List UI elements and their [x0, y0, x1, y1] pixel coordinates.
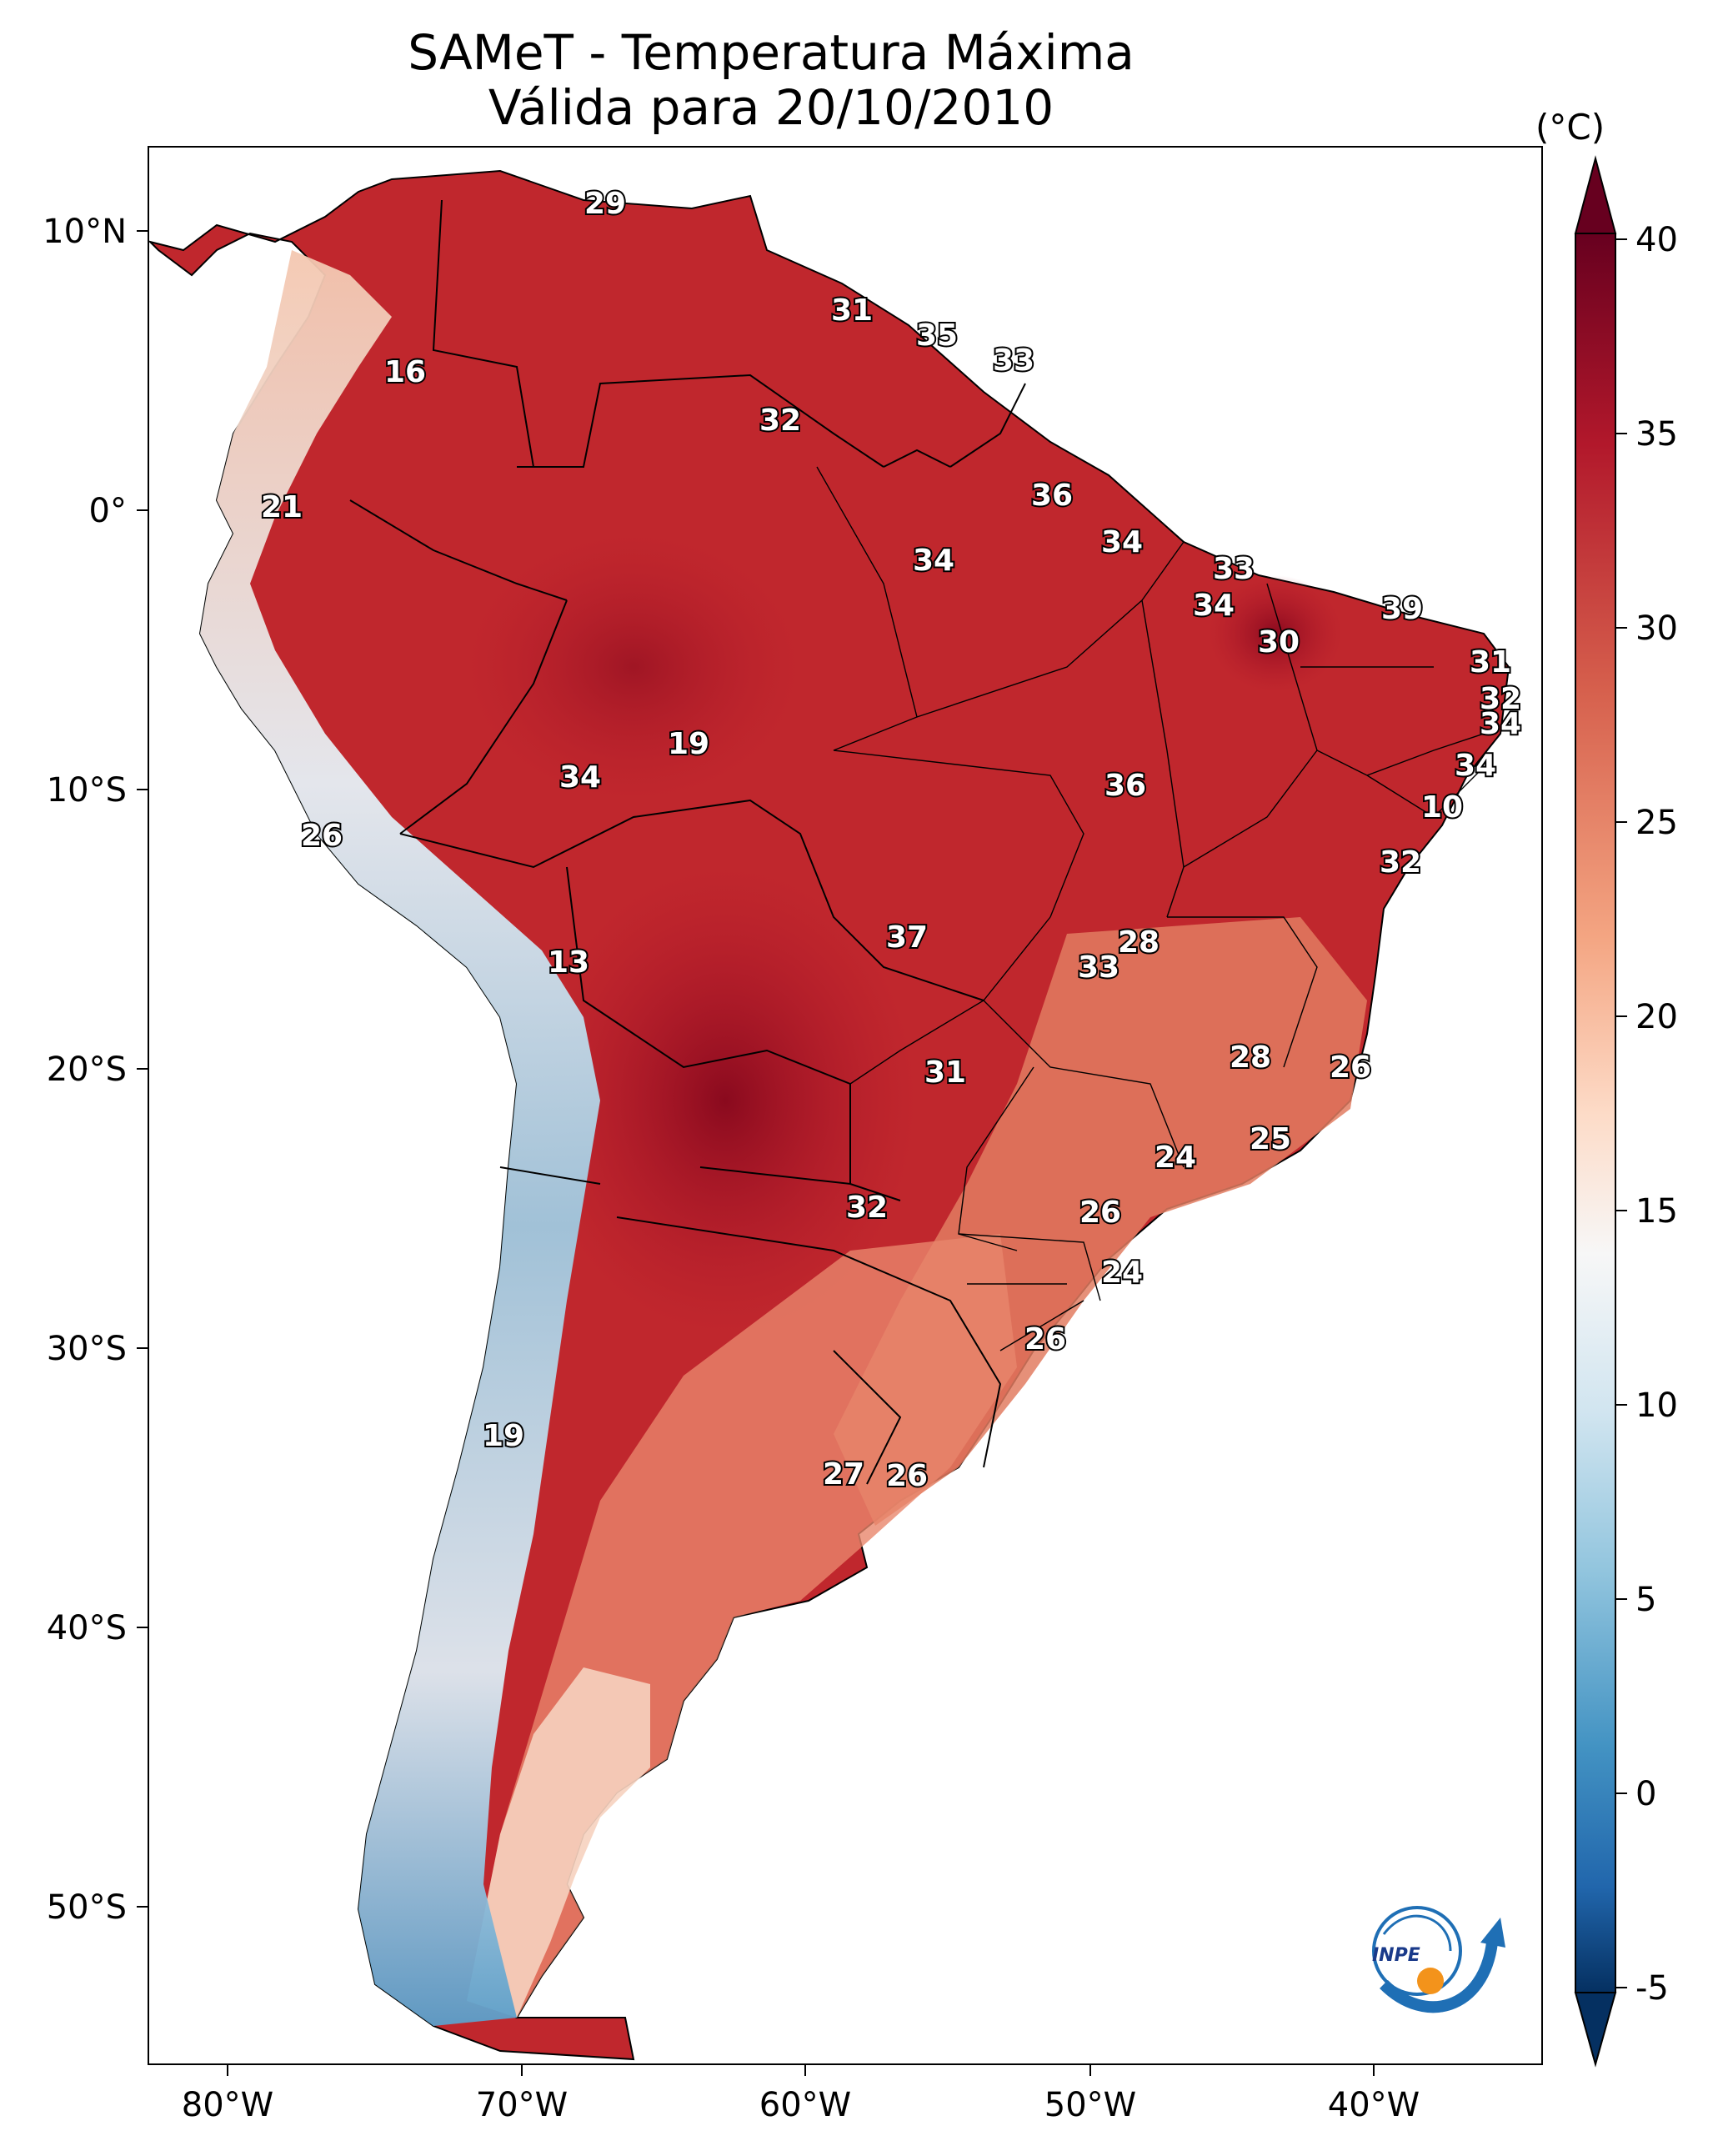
colorbar-tick-label: 30: [1635, 609, 1678, 648]
station-value-label: 26: [1024, 1322, 1066, 1356]
station-value-label: 34: [1455, 749, 1496, 783]
station-value-label: 36: [1104, 769, 1146, 803]
lon-tick-label: 50°W: [1044, 2086, 1136, 2124]
lat-tick-label: 20°S: [47, 1050, 127, 1089]
hot-region-amazon: [467, 534, 800, 800]
station-value-label: 31: [1470, 645, 1511, 679]
latitude-ticks: 10°N 0° 10°S 20°S 30°S 40°S 50°S: [43, 213, 148, 1927]
colorbar-tick-label: 5: [1635, 1581, 1656, 1619]
station-value-label: 39: [1381, 592, 1423, 626]
station-value-label: 34: [1101, 525, 1143, 559]
colorbar-tick-label: 25: [1635, 804, 1678, 842]
station-value-label: 24: [1155, 1141, 1196, 1175]
station-value-label: 26: [1079, 1196, 1121, 1230]
station-value-label: 34: [1193, 589, 1235, 623]
orbit-arc-icon: [1382, 1914, 1452, 1952]
station-value-label: 19: [483, 1419, 524, 1453]
station-value-label: 30: [1258, 625, 1300, 659]
station-value-label: 10: [1421, 790, 1463, 825]
map-title: SAMeT - Temperatura Máxima: [408, 24, 1134, 81]
station-value-label: 36: [1031, 479, 1073, 513]
colorbar-min-extend: [1574, 1992, 1617, 2068]
colorbar-tick-label: 0: [1635, 1775, 1656, 1813]
lon-tick-label: 80°W: [182, 2086, 273, 2124]
station-value-label: 33: [1213, 552, 1255, 586]
lat-tick-label: 10°S: [47, 771, 127, 810]
arrow-head-icon: [1480, 1918, 1505, 1948]
colorbar-tick-label: 35: [1635, 415, 1678, 454]
station-value-label: 33: [993, 343, 1034, 378]
inpe-logo-text: INPE: [1372, 1945, 1420, 1966]
longitude-ticks: 80°W 70°W 60°W 50°W 40°W: [182, 2064, 1420, 2124]
state-borders: [816, 466, 1485, 1351]
station-value-label: 29: [584, 187, 626, 221]
station-value-label: 35: [916, 318, 958, 353]
lat-tick-label: 40°S: [47, 1609, 127, 1647]
station-value-label: 34: [1480, 707, 1521, 741]
hot-region-chaco: [533, 867, 917, 1334]
station-value-label: 19: [668, 727, 709, 761]
station-value-label: 24: [1101, 1256, 1143, 1290]
colorbar-tick-label: 15: [1635, 1192, 1678, 1231]
lat-tick-label: 0°: [89, 492, 127, 530]
lat-tick-label: 10°N: [43, 213, 127, 251]
station-value-label: 32: [759, 404, 801, 438]
country-borders: [349, 199, 1026, 1485]
warm-region-pampas: [467, 1234, 1017, 2018]
station-value-label: 31: [924, 1055, 966, 1090]
lon-tick-label: 40°W: [1328, 2086, 1420, 2124]
station-value-label: 28: [1118, 925, 1160, 960]
station-value-label: 26: [886, 1459, 928, 1493]
lat-tick-label: 50°S: [47, 1888, 127, 1927]
sun-dot-icon: [1417, 1968, 1444, 1994]
map-subtitle: Válida para 20/10/2010: [488, 79, 1054, 136]
station-value-label: 27: [823, 1457, 864, 1492]
station-value-label: 21: [261, 490, 303, 524]
station-value-label: 28: [1230, 1040, 1271, 1075]
station-value-label: 13: [548, 945, 589, 980]
mild-region-patagonia: [467, 1667, 650, 2018]
station-value-label: 32: [1480, 682, 1521, 716]
colorbar-tick-label: 10: [1635, 1386, 1678, 1425]
colorbar: [1575, 233, 1616, 1993]
station-value-label: 26: [1330, 1050, 1371, 1085]
andes-cold-band: [200, 250, 600, 2026]
station-value-label: 25: [1250, 1122, 1291, 1156]
colorbar-tick-label: 20: [1635, 998, 1678, 1036]
inpe-logo: INPE: [1372, 1906, 1505, 2013]
swoosh-arrow-icon: [1380, 1941, 1498, 2013]
station-value-label: 34: [559, 760, 601, 795]
station-value-label: 32: [846, 1191, 888, 1225]
colorbar-max-extend: [1574, 155, 1617, 234]
station-value-label: 34: [913, 544, 954, 578]
station-value-label: 37: [886, 920, 928, 955]
colorbar-ticks: 40 35 30 25 20 15 10 5 0 -5: [1615, 221, 1678, 2008]
lat-tick-label: 30°S: [47, 1330, 127, 1368]
station-value-label: 32: [1380, 845, 1421, 880]
station-value-label: 26: [301, 819, 343, 853]
station-value-label: 33: [1078, 950, 1119, 985]
station-value-label: 16: [384, 355, 426, 389]
colorbar-tick-label: 40: [1635, 221, 1678, 259]
lon-tick-label: 60°W: [759, 2086, 851, 2124]
colorbar-unit: (°C): [1535, 107, 1605, 148]
hot-region-northeast: [1209, 575, 1342, 692]
lon-tick-label: 70°W: [476, 2086, 568, 2124]
colorbar-tick-label: -5: [1635, 1969, 1669, 2008]
station-value-label: 31: [831, 293, 873, 328]
